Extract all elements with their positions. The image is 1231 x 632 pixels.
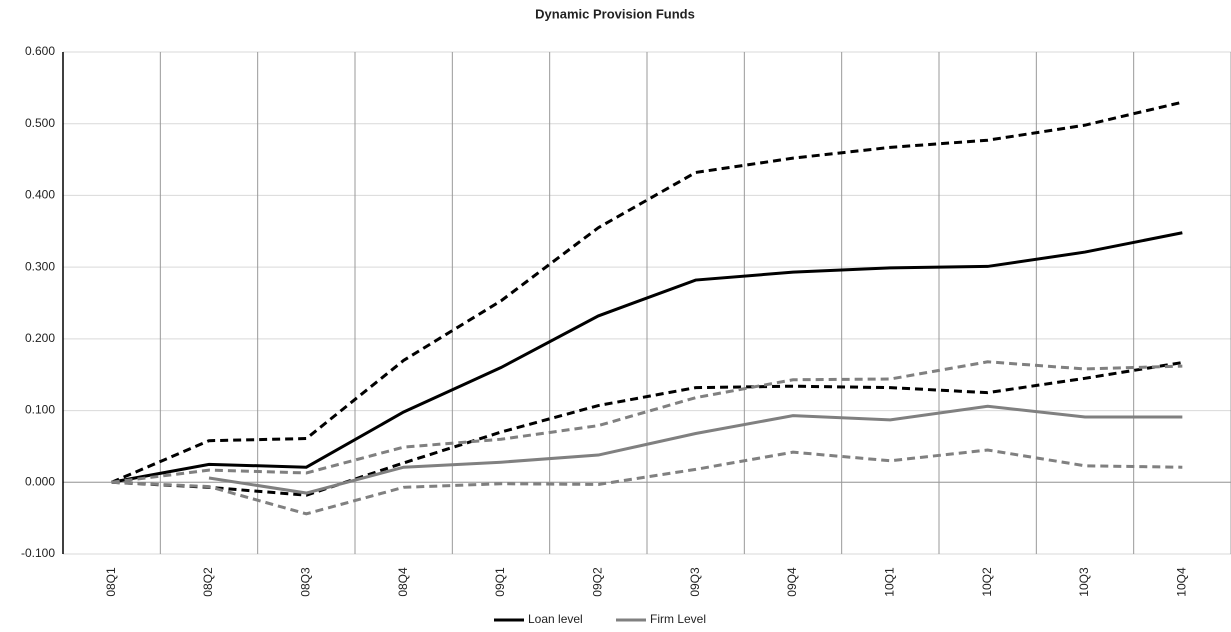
y-tick-label: 0.600	[25, 44, 55, 58]
x-tick-label: 08Q1	[104, 567, 118, 597]
legend-label: Firm Level	[650, 612, 706, 626]
y-tick-label: 0.400	[25, 188, 55, 202]
x-tick-label: 10Q1	[883, 567, 897, 597]
chart-title: Dynamic Provision Funds	[535, 6, 695, 21]
x-tick-label: 08Q3	[299, 567, 313, 597]
x-tick-label: 10Q4	[1175, 567, 1189, 597]
x-tick-label: 09Q2	[591, 567, 605, 597]
x-tick-label: 10Q3	[1077, 567, 1091, 597]
x-tick-label: 09Q1	[493, 567, 507, 597]
y-tick-label: -0.100	[21, 546, 55, 560]
series-line	[208, 404, 1183, 495]
y-tick-label: 0.500	[25, 116, 55, 130]
series-line	[111, 448, 1183, 516]
x-tick-label: 09Q3	[688, 567, 702, 597]
series-line	[111, 100, 1183, 484]
y-tick-label: 0.200	[25, 331, 55, 345]
series-line	[111, 231, 1183, 484]
x-tick-label: 08Q4	[396, 567, 410, 597]
y-tick-label: 0.000	[25, 474, 55, 488]
legend-label: Loan level	[528, 612, 583, 626]
series-line	[111, 360, 1183, 484]
series-line	[111, 361, 1183, 497]
x-tick-label: 10Q2	[980, 567, 994, 597]
x-tick-label: 08Q2	[201, 567, 215, 597]
x-tick-label: 09Q4	[785, 567, 799, 597]
y-tick-label: 0.300	[25, 259, 55, 273]
y-tick-label: 0.100	[25, 403, 55, 417]
